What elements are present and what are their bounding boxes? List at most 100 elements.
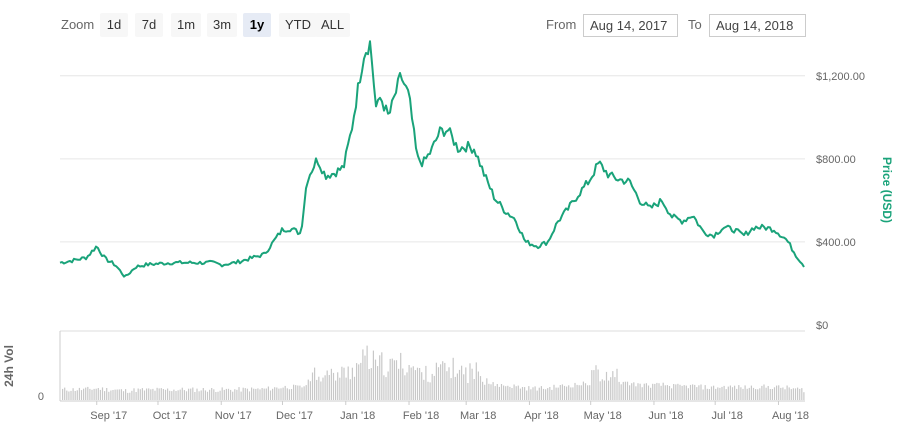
volume-bar [595,365,597,400]
volume-bar [631,383,633,400]
volume-bar [450,378,452,400]
volume-bar [419,368,421,400]
volume-bar [780,387,782,400]
volume-bar [76,390,78,400]
volume-bar [461,365,463,400]
volume-bar [68,391,70,400]
volume-bar [744,385,746,400]
volume-bar [713,385,715,400]
x-tick-label: Dec '17 [276,410,313,422]
from-date-input[interactable] [583,14,678,37]
volume-bar [689,384,692,400]
volume-bar [318,376,320,400]
volume-bar [521,387,524,400]
zoom-button-all[interactable]: ALL [315,13,351,37]
volume-bar [366,345,368,400]
x-tick-label: May '18 [584,410,622,422]
volume-bar [257,388,259,400]
zoom-button-1y[interactable]: 1y [243,13,271,37]
zoom-label: Zoom [61,17,95,32]
volume-bar [507,385,509,400]
volume-bar [694,384,696,400]
volume-bar [486,378,488,400]
volume-bar [164,389,167,400]
volume-bar [683,385,685,400]
x-tick-label: Nov '17 [215,410,252,422]
volume-bar [99,389,101,400]
volume-bar [288,389,290,400]
volume-bar [725,389,727,400]
volume-bar [494,386,496,400]
volume-bar [387,371,389,400]
volume-bar [734,385,736,400]
volume-bar [702,389,704,400]
volume-bar [500,384,503,400]
volume-bar [652,383,654,400]
volume-bar [156,387,158,400]
volume-bar [108,391,110,400]
volume-bar [209,389,211,400]
volume-bar [261,388,263,400]
zoom-button-3m[interactable]: 3m [207,13,238,37]
to-date-input[interactable] [709,14,806,37]
volume-bar [536,390,538,400]
volume-bar [393,360,395,400]
volume-bar [477,371,479,400]
volume-bar [608,380,610,400]
volume-bar [435,362,437,400]
volume-bar [767,386,769,400]
volume-bar [330,368,332,400]
volume-bar [183,390,185,400]
volume-bar [429,382,431,400]
volume-bar [637,383,639,400]
volume-bar [788,387,790,400]
volume-bar [385,377,387,400]
volume-bar [349,379,351,400]
volume-bar [412,366,414,400]
volume-bar [326,370,328,400]
volume-bar [259,389,261,400]
volume-bar [80,390,83,400]
volume-bar [402,368,404,400]
volume-bar [93,388,95,400]
zoom-button-7d[interactable]: 7d [135,13,163,37]
volume-bar [765,387,767,400]
volume-bar [576,384,578,400]
volume-bar [87,386,89,400]
volume-bar [116,389,118,400]
volume-bar [662,382,664,400]
volume-bar [437,367,440,400]
volume-bar [746,388,748,400]
zoom-button-ytd[interactable]: YTD [279,13,317,37]
volume-bar [255,388,257,400]
volume-bar [773,387,776,400]
volume-bar [748,387,750,400]
volume-bar [427,381,429,400]
volume-bar [532,387,534,400]
volume-bar [248,391,251,400]
volume-bar [555,387,557,400]
volume-bar [160,388,162,400]
price-tick-label: $800.00 [816,154,856,166]
volume-bar [251,387,253,400]
volume-bar [553,384,555,400]
volume-bar [372,350,374,400]
zoom-button-1m[interactable]: 1m [171,13,202,37]
volume-bar [729,385,731,400]
volume-bar [416,367,419,400]
volume-bar [452,357,454,400]
zoom-button-1d[interactable]: 1d [100,13,128,37]
volume-bar [274,387,276,400]
x-tick-label: Jan '18 [340,410,375,422]
volume-bar [559,385,561,400]
volume-bar [563,385,566,400]
volume-bar [137,388,139,400]
volume-bar [263,388,265,400]
volume-bar [253,388,255,400]
volume-bar [584,383,587,400]
volume-bar [706,388,708,400]
volume-bar [696,387,698,400]
volume-bar [125,389,127,400]
volume-bar [790,389,792,400]
volume-bar [761,385,763,400]
